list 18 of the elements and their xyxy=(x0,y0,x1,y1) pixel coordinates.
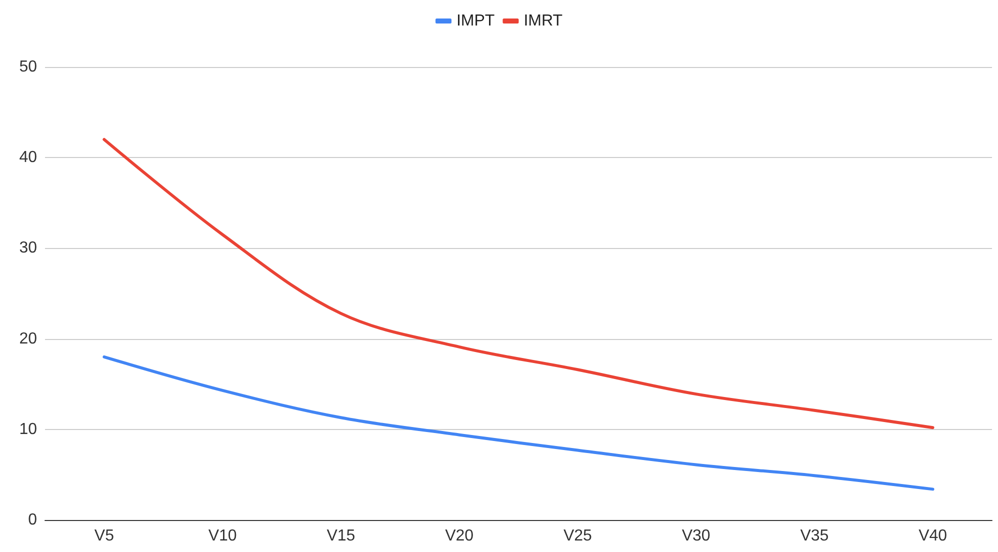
y-tick-label: 0 xyxy=(28,512,38,528)
x-tick-label: V30 xyxy=(682,528,710,544)
x-tick-label: V20 xyxy=(445,528,474,544)
x-tick-label: V25 xyxy=(563,528,592,544)
x-tick-label: V35 xyxy=(800,528,829,544)
legend-label: IMRT xyxy=(524,12,563,30)
y-tick-label: 10 xyxy=(19,420,38,438)
y-tick-label: 30 xyxy=(19,240,38,257)
x-tick-label: V10 xyxy=(208,528,237,544)
y-tick-label: 20 xyxy=(19,330,38,348)
x-tick-label: V5 xyxy=(94,528,114,544)
legend-label: IMPT xyxy=(456,12,495,30)
y-tick-label: 50 xyxy=(19,58,38,76)
line-series xyxy=(102,138,934,430)
line-series xyxy=(102,355,934,491)
y-tick-label: 40 xyxy=(19,149,38,166)
x-tick-label: V40 xyxy=(918,528,948,544)
x-tick-label: V15 xyxy=(326,528,356,544)
